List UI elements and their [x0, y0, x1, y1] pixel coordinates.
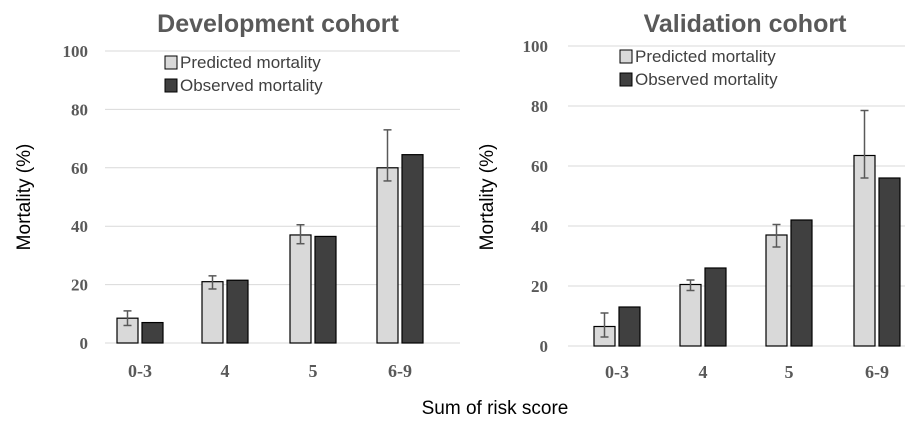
- x-tick-label-validation: 5: [785, 362, 794, 382]
- y-tick-label-development: 60: [71, 159, 88, 178]
- legend-label-development: Observed mortality: [180, 76, 323, 95]
- y-tick-label-development: 40: [71, 217, 88, 236]
- shared-x-axis-label: Sum of risk score: [422, 398, 569, 419]
- observed-bar-development: [401, 154, 424, 344]
- y-tick-label-development: 100: [63, 42, 89, 61]
- observed-bar-validation: [878, 177, 901, 347]
- y-tick-label-validation: 100: [523, 37, 549, 56]
- y-tick-label-development: 20: [71, 276, 88, 295]
- observed-bar-development: [314, 235, 337, 344]
- predicted-bar-validation: [679, 283, 702, 347]
- y-tick-label-validation: 80: [531, 97, 548, 116]
- x-tick-label-validation: 4: [699, 362, 708, 382]
- y-tick-label-validation: 0: [540, 337, 549, 356]
- validation-cohort-chart: Validation cohort Mortality (%) 0 20 40 60 8…: [477, 10, 905, 382]
- legend-swatch-development: [164, 55, 178, 70]
- y-tick-label-validation: 20: [531, 277, 548, 296]
- predicted-bar-development: [376, 167, 399, 344]
- development-cohort-chart: Development cohort Mortality (%) 0 20 40 60…: [14, 10, 460, 381]
- y-tick-label-validation: 40: [531, 217, 548, 236]
- chart-title-validation: Validation cohort: [644, 10, 847, 38]
- predicted-bar-development: [289, 234, 312, 344]
- x-tick-label-validation: 6-9: [865, 362, 889, 382]
- x-tick-label-validation: 0-3: [605, 362, 629, 382]
- observed-bar-validation: [704, 267, 727, 347]
- legend-swatch-validation: [619, 72, 633, 87]
- observed-bar-validation: [618, 306, 641, 347]
- predicted-bar-validation: [853, 154, 876, 347]
- observed-bar-validation: [790, 219, 813, 347]
- legend-label-validation: Predicted mortality: [635, 47, 776, 66]
- predicted-bar-development: [201, 281, 224, 344]
- legend-label-validation: Observed mortality: [635, 70, 778, 89]
- legend-label-development: Predicted mortality: [180, 53, 321, 72]
- legend-swatch-development: [164, 78, 178, 93]
- chart-title-development: Development cohort: [157, 10, 399, 38]
- legend-swatch-validation: [619, 49, 633, 64]
- y-tick-label-development: 0: [80, 334, 89, 353]
- y-axis-label-validation: Mortality (%): [477, 144, 498, 251]
- y-axis-label-development: Mortality (%): [14, 144, 35, 251]
- observed-bar-development: [141, 321, 164, 344]
- x-tick-label-development: 0-3: [128, 361, 152, 381]
- y-tick-label-validation: 60: [531, 157, 548, 176]
- x-tick-label-development: 5: [309, 361, 318, 381]
- x-tick-label-development: 4: [221, 361, 230, 381]
- y-tick-label-development: 80: [71, 100, 88, 119]
- observed-bar-development: [226, 279, 249, 344]
- x-tick-label-development: 6-9: [388, 361, 412, 381]
- predicted-bar-validation: [765, 234, 788, 347]
